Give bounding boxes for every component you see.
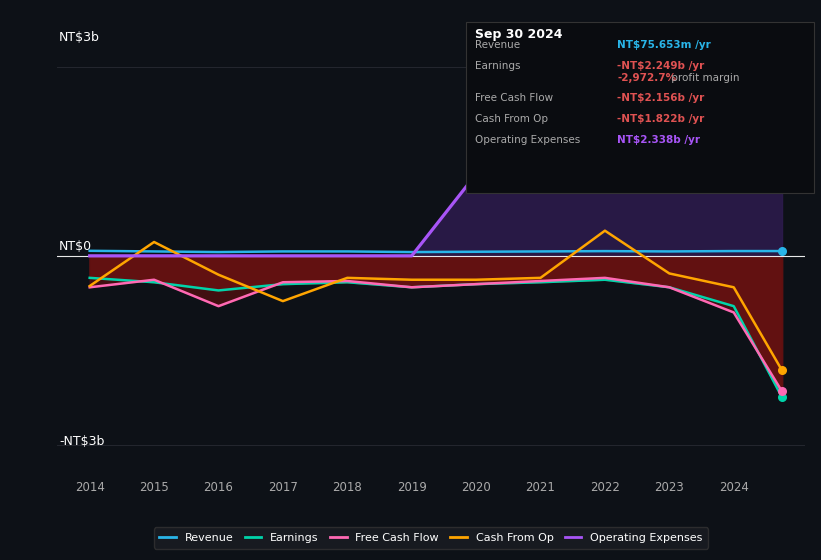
Text: NT$0: NT$0	[59, 240, 92, 253]
Text: profit margin: profit margin	[668, 73, 740, 83]
Text: -NT$1.822b /yr: -NT$1.822b /yr	[617, 114, 704, 124]
Text: -NT$3b: -NT$3b	[59, 436, 104, 449]
Text: Free Cash Flow: Free Cash Flow	[475, 93, 553, 103]
Point	[776, 387, 789, 396]
Text: Sep 30 2024: Sep 30 2024	[475, 27, 563, 40]
Text: Earnings: Earnings	[475, 62, 521, 72]
Point	[776, 31, 789, 40]
Text: Operating Expenses: Operating Expenses	[475, 136, 580, 146]
Text: Cash From Op: Cash From Op	[475, 114, 548, 124]
Legend: Revenue, Earnings, Free Cash Flow, Cash From Op, Operating Expenses: Revenue, Earnings, Free Cash Flow, Cash …	[154, 528, 709, 548]
Point	[776, 393, 789, 402]
Text: -NT$2.156b /yr: -NT$2.156b /yr	[617, 93, 704, 103]
Point	[776, 366, 789, 375]
Text: NT$3b: NT$3b	[59, 31, 100, 44]
Point	[776, 246, 789, 255]
Text: Revenue: Revenue	[475, 40, 521, 50]
Text: -2,972.7%: -2,972.7%	[617, 73, 677, 83]
Text: -NT$2.249b /yr: -NT$2.249b /yr	[617, 62, 704, 72]
Text: NT$2.338b /yr: NT$2.338b /yr	[617, 136, 700, 146]
Text: NT$75.653m /yr: NT$75.653m /yr	[617, 40, 711, 50]
